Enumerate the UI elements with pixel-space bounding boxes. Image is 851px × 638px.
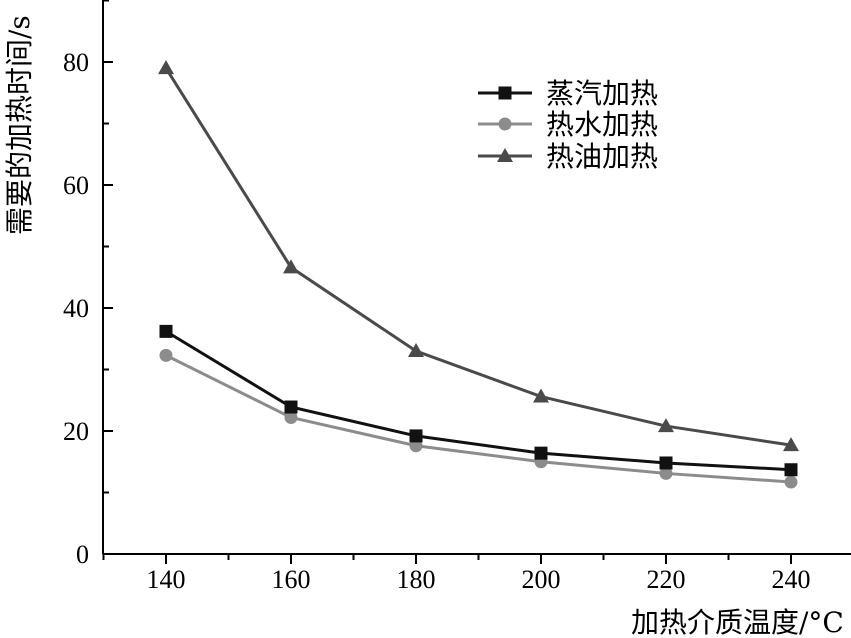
- x-tick-label-220: 220: [647, 565, 686, 594]
- y-tick-label-60: 60: [63, 171, 89, 200]
- series-layer: [158, 60, 799, 489]
- x-tick-label-160: 160: [272, 565, 311, 594]
- data-point-square-160: [284, 400, 298, 414]
- data-point-square-140: [159, 324, 173, 338]
- series-line-square: [165, 330, 792, 472]
- data-point-square-200: [534, 446, 548, 460]
- data-point-triangle-200: [533, 388, 549, 403]
- data-point-triangle-140: [158, 60, 174, 75]
- legend-marker-circle: [498, 117, 512, 131]
- y-tick-label-20: 20: [63, 417, 89, 446]
- legend-item-circle: 热水加热: [478, 108, 658, 141]
- data-point-circle-180: [409, 439, 423, 453]
- series-square: [159, 324, 798, 477]
- series-triangle: [158, 60, 799, 452]
- data-point-triangle-180: [408, 343, 424, 358]
- series-line-circle: [165, 354, 792, 484]
- data-point-circle-160: [284, 410, 298, 424]
- x-tick-label-200: 200: [522, 565, 561, 594]
- data-point-triangle-160: [283, 259, 299, 274]
- x-tick-label-140: 140: [147, 565, 186, 594]
- data-point-circle-140: [159, 348, 173, 362]
- data-point-circle-220: [659, 466, 673, 480]
- legend-label-triangle: 热油加热: [546, 140, 658, 173]
- data-point-triangle-220: [658, 418, 674, 433]
- legend-item-square: 蒸汽加热: [478, 77, 658, 110]
- data-point-circle-240: [784, 475, 798, 489]
- y-axis-title: 需要的加热时间/s: [3, 15, 36, 235]
- y-tick-label-0: 0: [76, 540, 89, 569]
- data-point-square-220: [659, 456, 673, 470]
- axes: 140 160 180 200 220 240 0 20 40 60 80: [63, 0, 851, 594]
- x-tick-label-240: 240: [772, 565, 811, 594]
- legend-marker-triangle: [497, 148, 513, 162]
- x-tick-label-180: 180: [397, 565, 436, 594]
- series-line-triangle: [164, 67, 792, 447]
- legend-label-square: 蒸汽加热: [546, 77, 658, 110]
- legend-marker-square: [498, 86, 512, 100]
- data-point-triangle-240: [783, 437, 799, 452]
- data-point-square-180: [409, 429, 423, 443]
- legend-item-triangle: 热油加热: [478, 140, 658, 173]
- x-axis-title: 加热介质温度/°C: [631, 606, 844, 638]
- y-tick-label-40: 40: [63, 294, 89, 323]
- series-circle: [159, 348, 798, 489]
- data-point-square-240: [784, 463, 798, 477]
- y-tick-label-80: 80: [63, 48, 89, 77]
- legend-label-circle: 热水加热: [546, 108, 658, 141]
